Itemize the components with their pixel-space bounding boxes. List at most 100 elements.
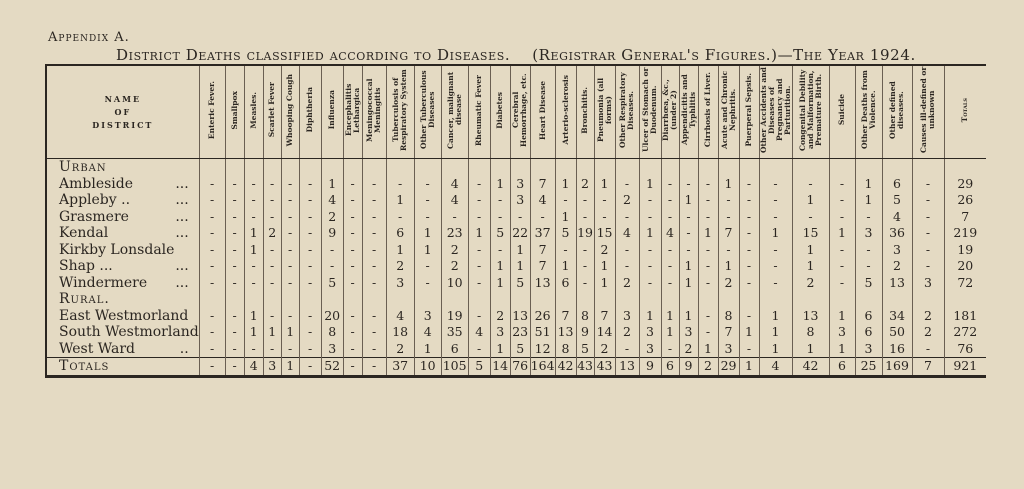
table-cell: - [638,208,662,225]
table-cell: 7 [529,175,556,192]
section-row: Rural. [46,291,987,308]
table-cell: - [489,192,511,209]
table-cell: - [224,225,245,242]
table-cell: 1 [758,225,793,242]
table-cell: - [243,208,264,225]
table-cell: - [828,192,856,209]
table-cell: - [854,241,883,258]
table-cell: - [361,225,387,242]
table-cell: - [298,208,322,225]
column-header-label: Cancer, malignant disease [445,71,463,149]
table-cell: - [828,258,856,275]
empty-cell [529,291,556,308]
column-header-label: Congenital Debility and Malformation, Pr… [797,69,823,151]
column-header-label: Encephalitis Lethargica [343,83,361,137]
table-cell: - [575,258,595,275]
table-cell: 2 [678,340,699,358]
column-header: Puerperal Sepsis. [738,65,760,159]
table-cell: - [467,241,491,258]
table-row: West Ward.. - - - - - -3- -2 1 6-1 5 12 8 5 2-3-2 1 3-1 1… [46,340,987,358]
table-cell: - [243,258,264,275]
table-cell: - [911,225,945,242]
column-header: Diarrhœa, &c., (under 2) [660,65,680,159]
column-header: Bronchitis. [575,65,595,159]
empty-cell [717,291,740,308]
table-cell: 2 [614,192,640,209]
table-cell: 4 [660,225,680,242]
district-name: East Westmorland [59,307,189,324]
table-cell: 37 [385,357,415,376]
table-cell: 1 [758,340,793,358]
table-cell: - [529,208,556,225]
district-name-cell: Grasmere... [46,209,199,226]
empty-cell [440,158,469,176]
table-cell: - [828,274,856,291]
table-cell: 7 [717,324,740,341]
empty-cell [224,291,245,308]
table-cell: 3 [854,340,883,358]
column-header: Arterio-sclerosis [554,65,577,159]
district-header: NAME OF DISTRICT [45,65,200,159]
table-cell: 3 [262,357,282,376]
table-cell: - [738,225,760,242]
table-cell: 15 [791,225,830,242]
table-cell: - [911,340,945,358]
empty-cell [385,291,415,308]
table-cell: - [678,241,699,258]
table-cell: - [298,225,322,242]
table-cell: 1 [280,357,300,376]
table-cell: - [854,258,883,275]
empty-cell [854,291,883,308]
column-header: Ulcer of Stomach or Duodenum. [638,65,662,159]
empty-cell [320,291,344,308]
table-cell: - [198,208,226,225]
empty-cell [280,158,300,176]
table-cell: 1 [489,258,511,275]
table-cell: 921 [943,357,987,376]
table-cell: 3 [881,241,913,258]
header-row: NAME OF DISTRICT Enteric Fever. Smallpox M… [45,65,987,159]
column-header-label: Scarlet Fever [267,82,277,138]
table-cell: 6 [554,274,577,291]
table-cell: 18 [385,324,415,341]
table-cell: 76 [509,357,531,376]
table-cell: - [660,175,680,192]
empty-cell [881,291,913,308]
table-cell: 7 [717,225,740,242]
column-header: Other defined diseases. [881,65,913,159]
table-cell: - [342,175,363,192]
column-header-label: Diphtheria [305,87,315,133]
table-cell: 1 [791,241,830,258]
table-cell: 1 [467,225,491,242]
table-cell: 1 [828,225,856,242]
empty-cell [243,158,264,176]
table-cell: - [614,340,640,358]
empty-cell [881,158,913,176]
table-cell: - [224,357,245,376]
empty-cell [413,158,442,176]
empty-cell [489,158,511,176]
empty-cell [467,158,491,176]
column-header-label: Measles. [248,91,258,129]
table-cell: 1 [697,340,719,358]
empty-cell [440,291,469,308]
district-name-cell: Kendal... [46,225,199,242]
table-cell: 4 [385,307,415,324]
table-cell: - [697,175,719,192]
table-cell: 5 [575,340,595,358]
table-cell: - [467,340,491,358]
table-cell: 1 [554,175,577,192]
column-header: Enteric Fever. [198,65,226,159]
table-cell: 10 [440,274,469,291]
column-header: Encephalitis Lethargica [342,65,363,159]
table-cell: 9 [678,357,699,376]
table-cell: - [198,192,226,209]
table-cell: - [262,258,282,275]
table-cell: - [660,208,680,225]
table-cell: - [262,208,282,225]
table-cell: 6 [440,340,469,358]
column-header: Other Accidents and Diseases of Pregnanc… [758,65,793,159]
table-cell: 1 [489,175,511,192]
table-cell: - [224,258,245,275]
column-header-label: Heart Disease [537,80,547,140]
